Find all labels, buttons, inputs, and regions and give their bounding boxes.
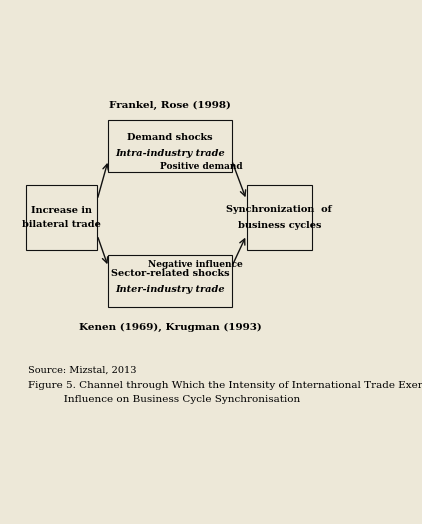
Text: Frankel, Rose (1998): Frankel, Rose (1998) (109, 101, 231, 110)
Text: Source: Mizstal, 2013: Source: Mizstal, 2013 (28, 366, 137, 375)
Text: business cycles: business cycles (238, 221, 321, 230)
Text: Intra-industry trade: Intra-industry trade (115, 149, 225, 158)
Text: Demand shocks: Demand shocks (127, 134, 213, 143)
Text: Sector-related shocks: Sector-related shocks (111, 268, 229, 278)
Text: Kenen (1969), Krugman (1993): Kenen (1969), Krugman (1993) (78, 322, 261, 332)
Text: Influence on Business Cycle Synchronisation: Influence on Business Cycle Synchronisat… (28, 396, 300, 405)
Bar (108, 255, 232, 307)
Text: Figure 5. Channel through Which the Intensity of International Trade Exerts: Figure 5. Channel through Which the Inte… (28, 380, 422, 389)
Text: Negative influence: Negative influence (148, 260, 243, 269)
Text: Positive demand: Positive demand (160, 162, 243, 171)
Bar (246, 185, 312, 250)
Text: Inter-industry trade: Inter-industry trade (115, 285, 225, 293)
Text: Increase in: Increase in (31, 206, 92, 215)
Bar (108, 120, 232, 172)
Bar (26, 185, 97, 250)
Text: Synchronization  of: Synchronization of (227, 205, 332, 214)
Text: bilateral trade: bilateral trade (22, 220, 101, 229)
